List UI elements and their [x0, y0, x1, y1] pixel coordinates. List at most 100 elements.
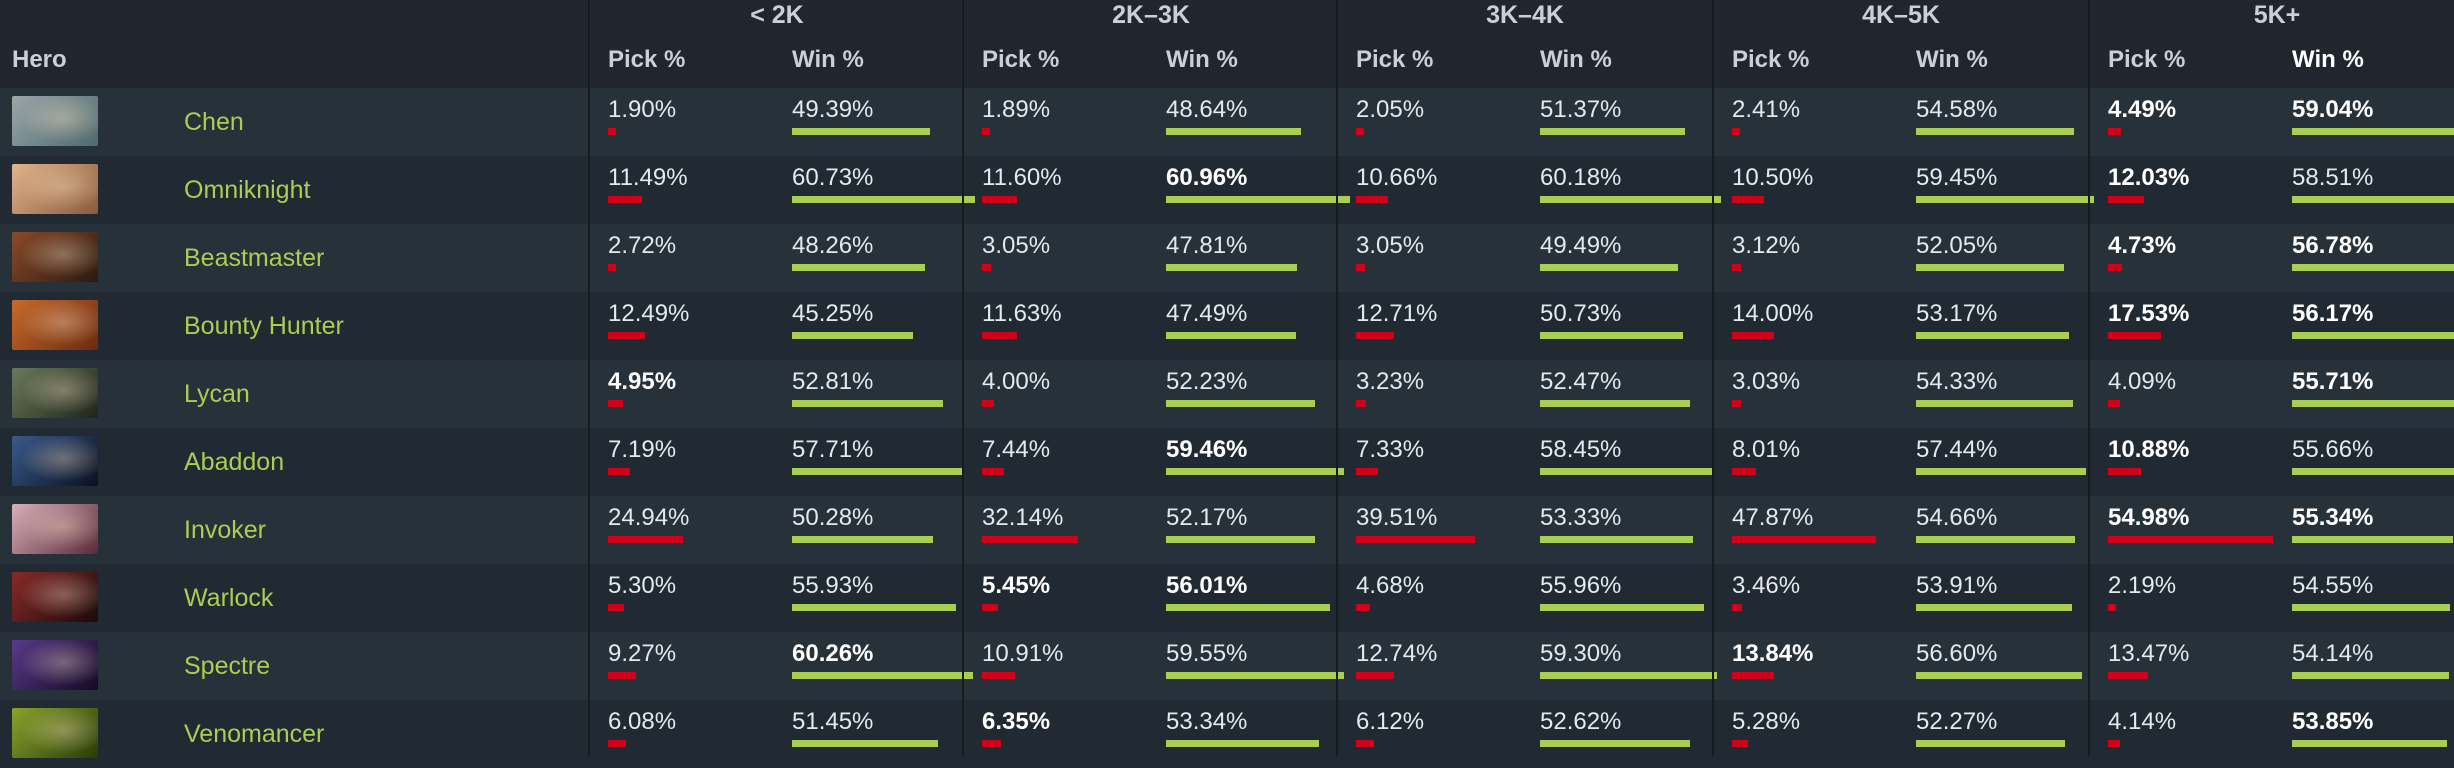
win-rate-bar: [2292, 604, 2451, 611]
hero-portrait[interactable]: [12, 640, 98, 690]
hero-portrait[interactable]: [12, 96, 98, 146]
pick-column-header[interactable]: Pick %: [1356, 46, 1434, 73]
pick-rate-bar: [2108, 128, 2122, 135]
win-rate-bar: [1916, 400, 2074, 407]
hero-name-link[interactable]: Venomancer: [184, 720, 325, 748]
win-column-header[interactable]: Win %: [1916, 46, 1988, 73]
pick-rate-bar: [608, 672, 636, 679]
hero-portrait[interactable]: [12, 164, 98, 214]
hero-name-link[interactable]: Spectre: [184, 652, 271, 680]
pick-column-header[interactable]: Pick %: [1732, 46, 1810, 73]
win-rate-bar: [792, 468, 963, 475]
win-rate-bar: [792, 196, 975, 203]
pick-column-header[interactable]: Pick %: [608, 46, 686, 73]
win-rate-value: 53.34%: [1166, 708, 1248, 735]
pick-rate-value: 2.41%: [1732, 96, 1801, 123]
win-rate-bar: [792, 332, 913, 339]
table-row[interactable]: Omniknight 11.49% 60.73% 11.60% 60.96% 10.66%…: [0, 156, 2454, 224]
win-rate-bar: [1916, 604, 2072, 611]
table-row[interactable]: Invoker 24.94% 50.28% 32.14% 52.17% 39.51% 53.…: [0, 496, 2454, 564]
win-rate-value: 56.60%: [1916, 640, 1998, 667]
hero-name-link[interactable]: Warlock: [184, 584, 274, 612]
hero-portrait[interactable]: [12, 232, 98, 282]
hero-portrait[interactable]: [12, 436, 98, 486]
pick-rate-value: 3.23%: [1356, 368, 1425, 395]
win-rate-value: 50.73%: [1540, 300, 1622, 327]
win-column-header[interactable]: Win %: [1166, 46, 1238, 73]
pick-rate-bar: [608, 604, 624, 611]
table-row[interactable]: Lycan 4.95% 52.81% 4.00% 52.23% 3.23% 52.47% 3.…: [0, 360, 2454, 428]
pick-rate-bar: [1732, 264, 1742, 271]
win-rate-value: 52.81%: [792, 368, 874, 395]
pick-rate-bar: [608, 400, 623, 407]
pick-rate-bar: [608, 128, 616, 135]
pick-column-header[interactable]: Pick %: [982, 46, 1060, 73]
pick-rate-value: 11.49%: [608, 164, 688, 191]
win-rate-bar: [1540, 740, 1691, 747]
pick-column-header[interactable]: Pick %: [2108, 46, 2186, 73]
pick-rate-value: 7.19%: [608, 436, 677, 463]
pick-rate-bar: [1356, 604, 1371, 611]
pick-rate-value: 10.66%: [1356, 164, 1438, 191]
pick-rate-bar: [1356, 196, 1388, 203]
pick-rate-value: 9.27%: [608, 640, 677, 667]
pick-rate-bar: [608, 196, 643, 203]
hero-name-link[interactable]: Omniknight: [184, 176, 311, 204]
pick-rate-bar: [1356, 332, 1395, 339]
win-rate-value: 47.49%: [1166, 300, 1248, 327]
table-row[interactable]: Spectre 9.27% 60.26% 10.91% 59.55% 12.74% 59.3…: [0, 632, 2454, 700]
table-row[interactable]: Venomancer 6.08% 51.45% 6.35% 53.34% 6.12% 52.…: [0, 700, 2454, 768]
win-rate-bar: [1540, 536, 1694, 543]
win-rate-value: 55.93%: [792, 572, 874, 599]
win-rate-bar: [1166, 604, 1331, 611]
win-rate-value: 54.14%: [2292, 640, 2374, 667]
table-row[interactable]: Chen 1.90% 49.39% 1.89% 48.64% 2.05% 51.37% 2.4…: [0, 88, 2454, 156]
win-rate-bar: [2292, 400, 2454, 407]
hero-name-link[interactable]: Lycan: [184, 380, 250, 408]
win-rate-bar: [792, 264, 926, 271]
win-column-header[interactable]: Win %: [1540, 46, 1612, 73]
win-column-header[interactable]: Win %: [792, 46, 864, 73]
pick-rate-value: 1.90%: [608, 96, 677, 123]
win-rate-bar: [2292, 468, 2454, 475]
hero-portrait[interactable]: [12, 300, 98, 350]
pick-rate-value: 3.05%: [1356, 232, 1425, 259]
win-rate-value: 60.96%: [1166, 164, 1248, 191]
hero-name-link[interactable]: Beastmaster: [184, 244, 325, 272]
pick-rate-value: 10.50%: [1732, 164, 1814, 191]
hero-name-link[interactable]: Abaddon: [184, 448, 285, 476]
win-rate-value: 56.78%: [2292, 232, 2374, 259]
hero-column-header[interactable]: Hero: [12, 46, 67, 73]
win-rate-bar: [2292, 672, 2449, 679]
table-row[interactable]: Bounty Hunter 12.49% 45.25% 11.63% 47.49% 12.…: [0, 292, 2454, 360]
win-rate-value: 53.17%: [1916, 300, 1998, 327]
pick-rate-bar: [1732, 128, 1740, 135]
tier-header: 3K–4K: [1486, 1, 1564, 29]
pick-rate-bar: [2108, 332, 2161, 339]
pick-rate-bar: [1732, 536, 1876, 543]
column-divider: [1336, 0, 1338, 756]
hero-name-link[interactable]: Invoker: [184, 516, 266, 544]
table-row[interactable]: Abaddon 7.19% 57.71% 7.44% 59.46% 7.33% 58.45%…: [0, 428, 2454, 496]
pick-rate-value: 47.87%: [1732, 504, 1814, 531]
pick-rate-value: 12.49%: [608, 300, 690, 327]
win-rate-bar: [792, 400, 944, 407]
hero-portrait[interactable]: [12, 708, 98, 758]
win-rate-value: 53.33%: [1540, 504, 1622, 531]
table-row[interactable]: Beastmaster 2.72% 48.26% 3.05% 47.81% 3.05% 49…: [0, 224, 2454, 292]
win-rate-bar: [2292, 128, 2454, 135]
table-row[interactable]: Warlock 5.30% 55.93% 5.45% 56.01% 4.68% 55.96%…: [0, 564, 2454, 632]
pick-rate-value: 32.14%: [982, 504, 1064, 531]
hero-portrait[interactable]: [12, 572, 98, 622]
win-rate-value: 53.91%: [1916, 572, 1998, 599]
hero-portrait[interactable]: [12, 368, 98, 418]
hero-name-link[interactable]: Chen: [184, 108, 244, 136]
win-rate-value: 60.26%: [792, 640, 874, 667]
win-rate-value: 54.33%: [1916, 368, 1998, 395]
pick-rate-bar: [2108, 468, 2141, 475]
hero-name-link[interactable]: Bounty Hunter: [184, 312, 344, 340]
hero-portrait[interactable]: [12, 504, 98, 554]
pick-rate-value: 2.72%: [608, 232, 677, 259]
win-column-header[interactable]: Win %: [2292, 46, 2364, 73]
